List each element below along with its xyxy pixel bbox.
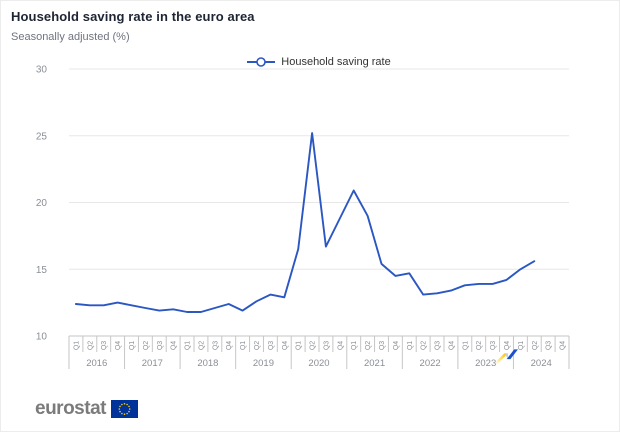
- x-axis-year-label: 2019: [253, 358, 274, 369]
- x-axis-year-label: 2017: [142, 358, 163, 369]
- y-axis-tick-label: 15: [36, 265, 48, 276]
- flag-star-icon: [121, 403, 123, 406]
- x-axis-quarter-label: Q1: [518, 341, 525, 350]
- x-axis-quarter-label: Q4: [393, 341, 400, 350]
- x-axis-quarter-label: Q3: [323, 341, 330, 350]
- series-line[interactable]: [74, 132, 536, 313]
- x-axis-quarter-label: Q1: [296, 341, 303, 350]
- x-axis-quarter-label: Q3: [379, 341, 386, 350]
- flag-star-icon: [123, 413, 126, 415]
- x-axis-year-label: 2018: [197, 358, 218, 369]
- x-axis-quarter-label: Q1: [185, 341, 192, 350]
- flag-star-icon: [128, 408, 131, 410]
- eurostat-wordmark: eurostat: [35, 398, 106, 419]
- x-axis-quarter-label: Q1: [351, 341, 358, 350]
- eurostat-logo: eurostat: [35, 398, 138, 420]
- x-axis-quarter-label: Q1: [240, 341, 247, 350]
- eu-flag-icon: [110, 400, 138, 418]
- chart-header: Household saving rate in the euro area S…: [11, 9, 255, 43]
- x-axis-quarter-label: Q2: [143, 341, 150, 350]
- flag-star-icon: [123, 403, 126, 405]
- x-axis-quarter-label: Q2: [198, 341, 205, 350]
- x-axis-quarter-label: Q3: [212, 341, 219, 350]
- x-axis-year-label: 2020: [308, 358, 329, 369]
- x-axis-quarter-label: Q2: [310, 341, 317, 350]
- y-axis-tick-label: 10: [36, 332, 48, 343]
- x-axis-quarter-label: Q4: [282, 341, 289, 350]
- x-axis-quarter-label: Q2: [476, 341, 483, 350]
- x-axis-quarter-label: Q3: [490, 341, 497, 350]
- flag-star-icon: [119, 405, 121, 408]
- y-axis-tick-label: 25: [36, 131, 48, 142]
- x-axis-quarter-label: Q4: [337, 341, 344, 350]
- x-axis-year-label: 2016: [86, 358, 107, 369]
- legend-label: Household saving rate: [281, 56, 391, 68]
- x-axis-quarter-label: Q3: [435, 341, 442, 350]
- y-axis-tick-label: 20: [36, 198, 48, 209]
- x-axis-quarter-label: Q2: [87, 341, 94, 350]
- x-axis-quarter-label: Q4: [448, 341, 455, 350]
- flag-star-icon: [128, 410, 130, 413]
- x-axis-quarter-label: Q3: [101, 341, 108, 350]
- page-title: Household saving rate in the euro area: [11, 9, 255, 24]
- x-axis-quarter-label: Q4: [226, 341, 233, 350]
- x-axis-quarter-label: Q4: [115, 341, 122, 350]
- x-axis-quarter-label: Q2: [254, 341, 261, 350]
- legend-marker-icon: [247, 57, 276, 67]
- x-axis-quarter-label: Q1: [407, 341, 414, 350]
- ribbon-decoration-icon: [493, 349, 518, 365]
- flag-star-icon: [118, 408, 121, 410]
- x-axis-quarter-label: Q1: [73, 341, 80, 350]
- flag-star-icon: [128, 405, 130, 408]
- x-axis-quarter-label: Q3: [157, 341, 164, 350]
- x-axis-quarter-label: Q3: [268, 341, 275, 350]
- flag-star-icon: [126, 403, 128, 406]
- x-axis-quarter-label: Q1: [129, 341, 136, 350]
- flag-star-icon: [119, 410, 121, 413]
- x-axis-quarter-label: Q2: [421, 341, 428, 350]
- x-axis-quarter-label: Q4: [171, 341, 178, 350]
- x-axis-quarter-label: Q2: [365, 341, 372, 350]
- x-axis-quarter-label: Q4: [504, 341, 511, 350]
- x-axis-quarter-label: Q1: [462, 341, 469, 350]
- flag-star-icon: [121, 412, 123, 415]
- x-axis-quarter-label: Q2: [532, 341, 539, 350]
- y-axis-tick-label: 30: [36, 65, 48, 76]
- x-axis-quarter-label: Q3: [546, 341, 553, 350]
- page-subtitle: Seasonally adjusted (%): [11, 31, 130, 43]
- legend[interactable]: Household saving rate: [69, 56, 569, 68]
- x-axis-year-label: 2021: [364, 358, 385, 369]
- x-axis-year-label: 2022: [420, 358, 441, 369]
- x-axis-year-label: 2024: [531, 358, 552, 369]
- x-axis-quarter-label: Q4: [560, 341, 567, 350]
- flag-star-icon: [126, 412, 128, 415]
- x-axis-year-label: 2023: [475, 358, 496, 369]
